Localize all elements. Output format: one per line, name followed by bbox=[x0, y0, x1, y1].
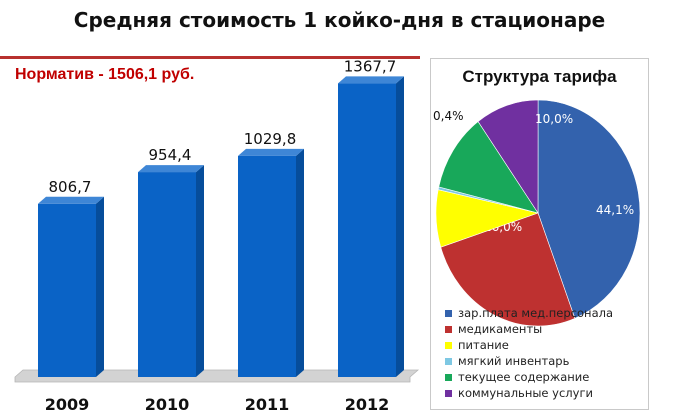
bar-top bbox=[138, 165, 204, 173]
legend-swatch bbox=[445, 357, 452, 365]
pie-chart: 44,1%26,0%8,2%0,4%11,3%10,0% bbox=[433, 99, 641, 327]
norm-label: Норматив - 1506,1 руб. bbox=[15, 66, 195, 83]
legend-item: мягкий инвентарь bbox=[445, 353, 645, 369]
legend-swatch bbox=[445, 373, 452, 381]
category-label: 2009 bbox=[45, 395, 90, 414]
bar-top bbox=[238, 148, 304, 156]
bar-top bbox=[38, 196, 104, 204]
pie-value-label: 44,1% bbox=[596, 203, 634, 217]
pie-slice bbox=[477, 99, 539, 215]
bar-top bbox=[338, 76, 404, 84]
bar-value-label: 1367,7 bbox=[344, 57, 397, 75]
bar-value-label: 954,4 bbox=[149, 146, 192, 164]
pie-slice bbox=[440, 212, 576, 327]
legend-item: коммунальные услуги bbox=[445, 385, 645, 401]
legend-label: зар.плата мед.персонала bbox=[458, 306, 614, 320]
pie-slice bbox=[438, 121, 539, 214]
bar bbox=[338, 83, 396, 378]
category-label: 2010 bbox=[145, 395, 190, 414]
legend-item: медикаменты bbox=[445, 321, 645, 337]
category-label: 2012 bbox=[345, 395, 390, 414]
bar bbox=[238, 155, 296, 377]
bar bbox=[38, 203, 96, 377]
pie-legend: зар.плата мед.персонала медикаменты питани… bbox=[445, 305, 645, 401]
pie-slice bbox=[537, 99, 641, 319]
page-title: Средняя стоимость 1 койко-дня в стациона… bbox=[73, 8, 606, 32]
legend-label: коммунальные услуги bbox=[458, 386, 593, 400]
pie-chart-panel: Структура тарифа 44,1%26,0%8,2%0,4%11,3%… bbox=[430, 58, 649, 410]
pie-title: Структура тарифа bbox=[462, 67, 617, 86]
legend-label: мягкий инвентарь bbox=[458, 354, 570, 368]
legend-swatch bbox=[445, 341, 452, 349]
chart-floor bbox=[14, 369, 420, 383]
legend-item: питание bbox=[445, 337, 645, 353]
bar-side bbox=[96, 196, 104, 377]
legend-swatch bbox=[445, 309, 452, 317]
legend-item: текущее содержание bbox=[445, 369, 645, 385]
bar-value-label: 1029,8 bbox=[244, 130, 297, 148]
title-divider bbox=[0, 56, 420, 59]
bar-value-label: 806,7 bbox=[49, 178, 92, 196]
legend-swatch bbox=[445, 389, 452, 397]
bar bbox=[138, 172, 196, 377]
legend-label: текущее содержание bbox=[458, 370, 590, 384]
pie-value-label: 0,4% bbox=[433, 109, 464, 123]
category-label: 2011 bbox=[245, 395, 290, 414]
legend-swatch bbox=[445, 325, 452, 333]
bar-side bbox=[296, 148, 304, 377]
legend-label: медикаменты bbox=[458, 322, 543, 336]
legend-label: питание bbox=[458, 338, 509, 352]
bar-side bbox=[196, 165, 204, 377]
bar-side bbox=[396, 76, 404, 378]
legend-item: зар.плата мед.персонала bbox=[445, 305, 645, 321]
pie-value-label: 10,0% bbox=[535, 112, 573, 126]
